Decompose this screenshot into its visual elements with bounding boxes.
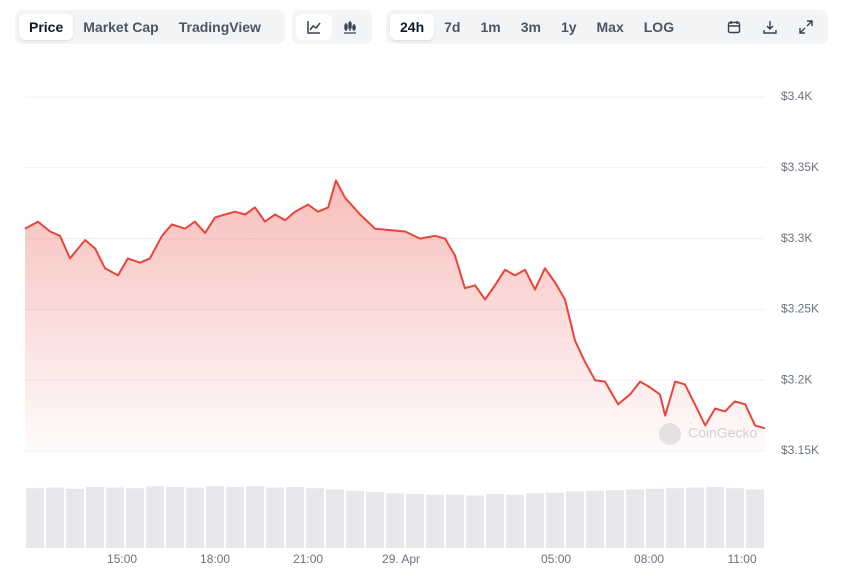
volume-bar <box>66 488 84 548</box>
volume-bar <box>166 486 184 548</box>
y-tick-label: $3.35K <box>781 160 819 174</box>
volume-bar <box>446 494 464 548</box>
range-tabs: 24h 7d 1m 3m 1y Max LOG <box>386 10 828 44</box>
line-chart-button[interactable] <box>296 14 332 40</box>
volume-bar <box>206 486 224 548</box>
x-tick-label: 21:00 <box>293 552 323 566</box>
volume-bar <box>666 488 684 548</box>
volume-bar <box>506 494 524 548</box>
volume-bar <box>426 494 444 548</box>
candle-chart-button[interactable] <box>332 14 368 40</box>
x-tick-label: 08:00 <box>634 552 664 566</box>
volume-bar <box>186 487 204 548</box>
icon <box>727 21 741 34</box>
volume-bar <box>546 492 564 548</box>
y-tick-label: $3.4K <box>781 89 812 103</box>
range-tab[interactable]: 3m <box>520 19 541 35</box>
volume-bar <box>26 488 44 548</box>
x-tick-label: 29. Apr <box>382 552 420 566</box>
volume-bar <box>146 486 164 548</box>
icon <box>307 21 321 34</box>
volume-bar <box>626 489 644 548</box>
volume-bar <box>406 494 424 548</box>
view-tab[interactable]: Market Cap <box>83 19 159 35</box>
calendar-button[interactable] <box>716 14 752 40</box>
volume-bar <box>526 493 544 548</box>
y-tick-label: $3.3K <box>781 231 812 245</box>
volume-bar <box>306 488 324 548</box>
view-tabs: Price Market Cap TradingView <box>15 10 285 44</box>
volume-bar <box>686 487 704 548</box>
range-tab[interactable]: 7d <box>444 19 461 35</box>
volume-bar <box>706 486 724 548</box>
range-tab[interactable]: LOG <box>643 19 675 35</box>
y-tick-label: $3.2K <box>781 372 812 386</box>
range-tab[interactable]: 1y <box>560 19 577 35</box>
price-area <box>25 180 765 451</box>
volume-bar <box>586 490 604 548</box>
volume-bar <box>746 489 764 548</box>
volume-bar <box>286 486 304 548</box>
x-tick-label: 15:00 <box>107 552 137 566</box>
volume-bar <box>326 489 344 548</box>
x-tick-label: 18:00 <box>200 552 230 566</box>
volume-bar <box>86 486 104 548</box>
fullscreen-button[interactable] <box>788 14 824 40</box>
download-button[interactable] <box>752 14 788 40</box>
volume-bar <box>266 487 284 548</box>
volume-bar <box>246 486 264 548</box>
volume-bar <box>486 494 504 548</box>
view-tab[interactable]: TradingView <box>178 19 261 35</box>
icon <box>344 21 356 34</box>
volume-bar <box>566 491 584 548</box>
volume-bar <box>346 490 364 548</box>
volume-bar <box>466 495 484 548</box>
chart-style-tabs <box>292 10 372 44</box>
icon <box>799 20 813 34</box>
range-tab[interactable]: 1m <box>480 19 501 35</box>
volume-bar <box>646 488 664 548</box>
volume-bar <box>106 487 124 548</box>
volume-bar <box>606 490 624 548</box>
x-tick-label: 05:00 <box>541 552 571 566</box>
volume-bar <box>726 488 744 548</box>
volume-bar <box>126 488 144 548</box>
volume-bar <box>46 487 64 548</box>
volume-bar <box>386 493 404 548</box>
range-tab[interactable]: 24h <box>390 14 435 40</box>
volume-bar <box>366 492 384 548</box>
volume-bar <box>226 486 244 548</box>
range-tab[interactable]: Max <box>596 19 624 35</box>
y-tick-label: $3.25K <box>781 302 819 316</box>
y-tick-label: $3.15K <box>781 443 819 457</box>
icon <box>763 21 777 34</box>
x-tick-label: 11:00 <box>727 552 756 566</box>
view-tab[interactable]: Price <box>19 14 74 40</box>
price-line <box>24 179 766 430</box>
